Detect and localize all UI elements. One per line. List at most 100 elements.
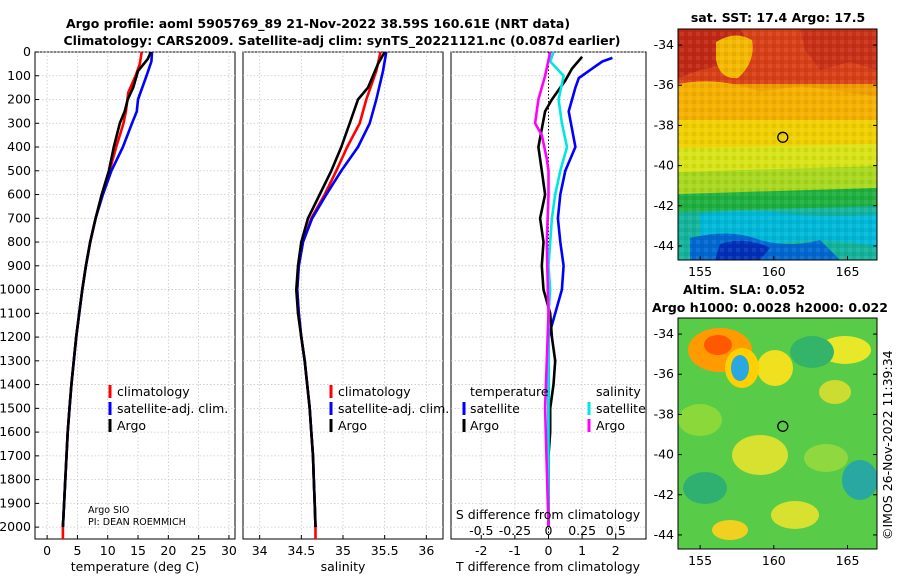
series-line-argo <box>61 51 152 528</box>
lat-tick-label-0: -34 <box>654 37 674 52</box>
lon-tick-label-1: 160 <box>762 264 786 279</box>
y-tick-label-11: 1100 <box>0 305 31 320</box>
series-line-s-argo <box>533 51 552 528</box>
sst-argo-position-marker <box>777 131 789 143</box>
temp-legend-satellite: satellite-adj. clim. <box>117 401 228 416</box>
s-difference-xlabel: S difference from climatology <box>456 507 641 522</box>
legend-temperature-title: temperature <box>470 384 549 399</box>
legend-t-argo: Argo <box>470 418 499 433</box>
figure-title-line2: Climatology: CARS2009. Satellite-adj cli… <box>63 33 620 49</box>
s-tick-label-4: 0.5 <box>606 523 626 538</box>
sal-legend-argo: Argo <box>338 418 367 433</box>
lat-tick-label-1: -36 <box>654 77 674 92</box>
s-tick-label-0: -0.5 <box>469 523 493 538</box>
x-tick-label-2: 10 <box>100 543 116 558</box>
y-tick-label-8: 800 <box>7 234 31 249</box>
y-tick-label-10: 1000 <box>0 282 31 297</box>
difference-series <box>533 51 613 528</box>
legend-salinity-title: salinity <box>596 384 641 399</box>
x-tick-label-1: 5 <box>73 543 81 558</box>
y-tick-label-6: 600 <box>7 187 31 202</box>
y-tick-label-19: 1900 <box>0 495 31 510</box>
lon-tick-label-1: 160 <box>762 553 786 568</box>
y-tick-label-12: 1200 <box>0 329 31 344</box>
imos-credit: ©IMOS 26-Nov-2022 11:39:34 <box>880 350 895 540</box>
depth-ticks: 0 100 200 300 400 500 600 700 800 900 1000 1100 1200… <box>0 44 39 534</box>
sla-map-title-line2: Argo h1000: 0.0028 h2000: 0.022 <box>652 300 888 315</box>
lon-tick-label-2: 165 <box>836 553 860 568</box>
sst-field <box>678 29 877 260</box>
s-difference-ticks: -0.5 -0.25 0 0.25 0.5 <box>469 523 626 538</box>
lon-tick-label-2: 165 <box>836 264 860 279</box>
lat-tick-label-5: -44 <box>654 238 674 253</box>
s-tick-label-1: -0.25 <box>499 523 531 538</box>
lat-tick-label-5: -44 <box>654 527 674 542</box>
sla-map-frame <box>677 317 878 550</box>
y-tick-label-16: 1600 <box>0 424 31 439</box>
legend-t-satellite: satellite <box>470 401 520 416</box>
sal-legend-climatology: climatology <box>338 384 411 399</box>
temperature-plot-frame <box>34 51 236 540</box>
salinity-legend: climatology satellite-adj. clim. Argo <box>329 384 449 433</box>
temperature-series <box>61 51 154 539</box>
x-tick-label-0: 34 <box>252 543 268 558</box>
y-tick-label-13: 1300 <box>0 353 31 368</box>
legend-s-satellite: satellite <box>596 401 646 416</box>
lat-tick-label-4: -42 <box>654 487 674 502</box>
temp-legend-argo: Argo <box>117 418 146 433</box>
sst-map-frame <box>677 28 878 261</box>
float-institution: Argo SIO <box>88 505 129 516</box>
x-tick-label-5: 25 <box>191 543 207 558</box>
y-tick-label-4: 400 <box>7 139 31 154</box>
series-line-t-satellite <box>547 56 613 528</box>
x-tick-label-4: 36 <box>418 543 434 558</box>
y-tick-label-7: 700 <box>7 210 31 225</box>
lat-tick-label-4: -42 <box>654 198 674 213</box>
y-tick-label-17: 1700 <box>0 448 31 463</box>
x-tick-label-3: 1 <box>578 543 586 558</box>
sla-field <box>678 318 877 549</box>
x-tick-label-2: 0 <box>545 543 553 558</box>
sal-legend-satellite: satellite-adj. clim. <box>338 401 449 416</box>
temperature-grid <box>35 51 235 539</box>
s-tick-label-2: 0 <box>545 523 553 538</box>
lat-tick-label-0: -34 <box>654 326 674 341</box>
figure-title-line1: Argo profile: aoml 5905769_89 21-Nov-202… <box>66 16 570 32</box>
salinity-xlabel: salinity <box>321 559 366 574</box>
t-difference-ticks: -2 -1 0 1 2 <box>475 535 620 558</box>
sst-map: sat. SST: 17.4 Argo: 17.5 155 160 165 -34 -3… <box>654 10 878 279</box>
x-tick-label-3: 35.5 <box>371 543 399 558</box>
y-tick-label-2: 200 <box>7 92 31 107</box>
y-tick-label-3: 300 <box>7 115 31 130</box>
float-pi: PI: DEAN ROEMMICH <box>88 517 186 528</box>
x-tick-label-6: 30 <box>221 543 237 558</box>
x-tick-label-0: 0 <box>43 543 51 558</box>
x-tick-label-4: 2 <box>612 543 620 558</box>
y-tick-label-5: 500 <box>7 163 31 178</box>
sla-argo-position-marker <box>777 420 789 432</box>
lat-tick-label-3: -40 <box>654 158 674 173</box>
sla-map-title-line1: Altim. SLA: 0.052 <box>683 282 805 297</box>
salinity-series <box>294 51 388 539</box>
y-tick-label-20: 2000 <box>0 519 31 534</box>
y-tick-label-1: 100 <box>7 68 31 83</box>
y-tick-label-14: 1400 <box>0 377 31 392</box>
temperature-panel: 0100200300400500600700800900100011001200… <box>0 44 237 574</box>
temp-legend-climatology: climatology <box>117 384 190 399</box>
series-line-t-argo <box>537 55 584 528</box>
x-tick-label-3: 15 <box>130 543 146 558</box>
series-line-argo <box>294 51 386 528</box>
temperature-xlabel: temperature (deg C) <box>71 559 200 574</box>
lon-tick-label-0: 155 <box>688 264 712 279</box>
lat-tick-label-2: -38 <box>654 406 674 421</box>
legend-s-argo: Argo <box>596 418 625 433</box>
lat-tick-label-3: -40 <box>654 447 674 462</box>
x-tick-label-1: -1 <box>509 543 521 558</box>
temperature-ticks: 0 5 10 15 20 25 30 <box>43 535 237 558</box>
sst-map-title: sat. SST: 17.4 Argo: 17.5 <box>691 10 865 25</box>
sla-map: Altim. SLA: 0.052 Argo h1000: 0.0028 h20… <box>652 282 888 568</box>
difference-legend: temperature satellite Argo salinity sate… <box>462 384 646 433</box>
salinity-panel: 34 34.5 35 35.5 36 salinity climatology sate… <box>242 51 449 574</box>
temperature-legend: climatology satellite-adj. clim. Argo <box>108 384 228 433</box>
